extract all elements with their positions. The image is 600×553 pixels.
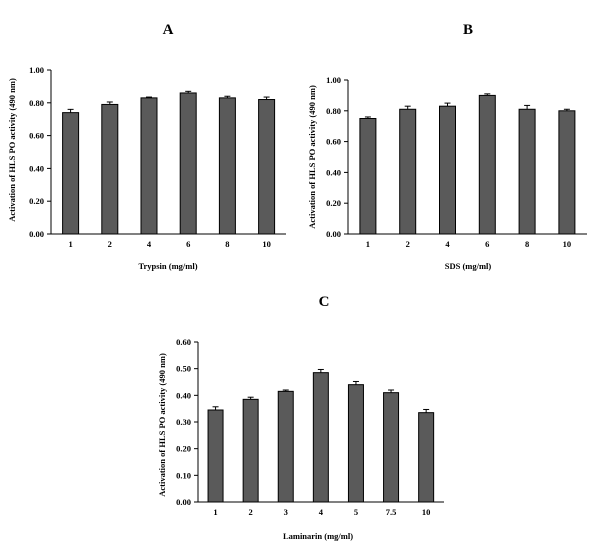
bar-c-4 <box>312 372 329 503</box>
x-tick-label-a-1: 1 <box>68 239 72 249</box>
bar-c-1 <box>207 409 224 503</box>
bar-b-2 <box>399 108 417 235</box>
y-tick-label-c-1: 0.10 <box>176 470 191 480</box>
panel-label-b: B <box>463 22 473 38</box>
bar-c-5 <box>347 384 364 503</box>
x-axis-title-c: Laminarin (mg/ml) <box>283 531 353 541</box>
panel-label-c: C <box>319 294 330 310</box>
y-tick-label-b-2: 0.40 <box>326 167 341 177</box>
bar-a-4 <box>140 97 158 235</box>
x-tick-label-c-7.5: 7.5 <box>386 507 397 517</box>
bar-b-10 <box>558 110 576 235</box>
x-tick-label-a-2: 2 <box>108 239 112 249</box>
y-tick-label-a-1: 0.20 <box>29 196 44 206</box>
y-tick-label-b-1: 0.20 <box>326 198 341 208</box>
x-axis-title-a: Trypsin (mg/ml) <box>138 261 197 271</box>
bar-c-3 <box>277 390 294 503</box>
y-tick-label-c-5: 0.50 <box>176 364 191 374</box>
y-tick-label-a-0: 0.00 <box>29 229 44 239</box>
x-tick-label-b-10: 10 <box>563 239 572 249</box>
x-tick-label-b-4: 4 <box>445 239 450 249</box>
y-tick-label-c-3: 0.30 <box>176 417 191 427</box>
x-tick-label-b-6: 6 <box>485 239 489 249</box>
y-tick-label-b-3: 0.60 <box>326 137 341 147</box>
bar-c-7.5 <box>383 392 400 503</box>
y-tick-label-c-4: 0.40 <box>176 390 191 400</box>
y-tick-label-b-0: 0.00 <box>326 229 341 239</box>
panel-label-a: A <box>163 22 174 38</box>
x-tick-label-a-10: 10 <box>262 239 271 249</box>
y-tick-label-a-2: 0.40 <box>29 163 44 173</box>
bar-a-1 <box>62 112 80 235</box>
y-tick-label-a-5: 1.00 <box>29 65 44 75</box>
x-tick-label-b-1: 1 <box>366 239 370 249</box>
bar-a-2 <box>101 103 119 235</box>
x-tick-label-b-8: 8 <box>525 239 529 249</box>
x-tick-label-c-10: 10 <box>422 507 431 517</box>
x-axis-title-b: SDS (mg/ml) <box>445 261 492 271</box>
y-tick-label-b-5: 1.00 <box>326 75 341 85</box>
bar-a-8 <box>218 97 236 235</box>
chart-panel-a: A Trypsin (mg/ml) Activation of HLS PO a… <box>7 22 286 271</box>
x-tick-label-c-2: 2 <box>249 507 253 517</box>
x-tick-label-a-8: 8 <box>225 239 229 249</box>
chart-panel-c: C Laminarin (mg/ml) Activation of HLS PO… <box>157 294 444 541</box>
y-tick-label-a-4: 0.80 <box>29 98 44 108</box>
y-tick-label-c-2: 0.20 <box>176 444 191 454</box>
x-tick-label-c-4: 4 <box>319 507 324 517</box>
y-tick-label-b-4: 0.80 <box>326 106 341 116</box>
y-axis-title-b: Activation of HLS PO activity (490 nm) <box>307 85 317 229</box>
y-axis-title-c: Activation of HLS PO activity (490 nm) <box>157 353 167 497</box>
x-tick-label-c-5: 5 <box>354 507 358 517</box>
bar-a-6 <box>179 92 197 235</box>
y-tick-label-c-6: 0.60 <box>176 337 191 347</box>
bar-c-2 <box>242 398 259 503</box>
y-tick-label-c-0: 0.00 <box>176 497 191 507</box>
chart-panel-b: B SDS (mg/ml) Activation of HLS PO activ… <box>307 22 587 271</box>
bar-b-1 <box>359 118 377 235</box>
y-axis-title-a: Activation of HLS PO activity (490 nm) <box>7 78 17 222</box>
x-tick-label-a-4: 4 <box>147 239 152 249</box>
x-tick-label-a-6: 6 <box>186 239 190 249</box>
bar-b-8 <box>518 108 536 235</box>
bar-b-4 <box>439 105 456 235</box>
bar-c-10 <box>418 412 435 503</box>
bar-a-10 <box>258 99 276 235</box>
x-tick-label-b-2: 2 <box>406 239 410 249</box>
x-tick-label-c-1: 1 <box>213 507 217 517</box>
x-tick-label-c-3: 3 <box>284 507 288 517</box>
bar-b-6 <box>478 94 496 235</box>
y-tick-label-a-3: 0.60 <box>29 131 44 141</box>
